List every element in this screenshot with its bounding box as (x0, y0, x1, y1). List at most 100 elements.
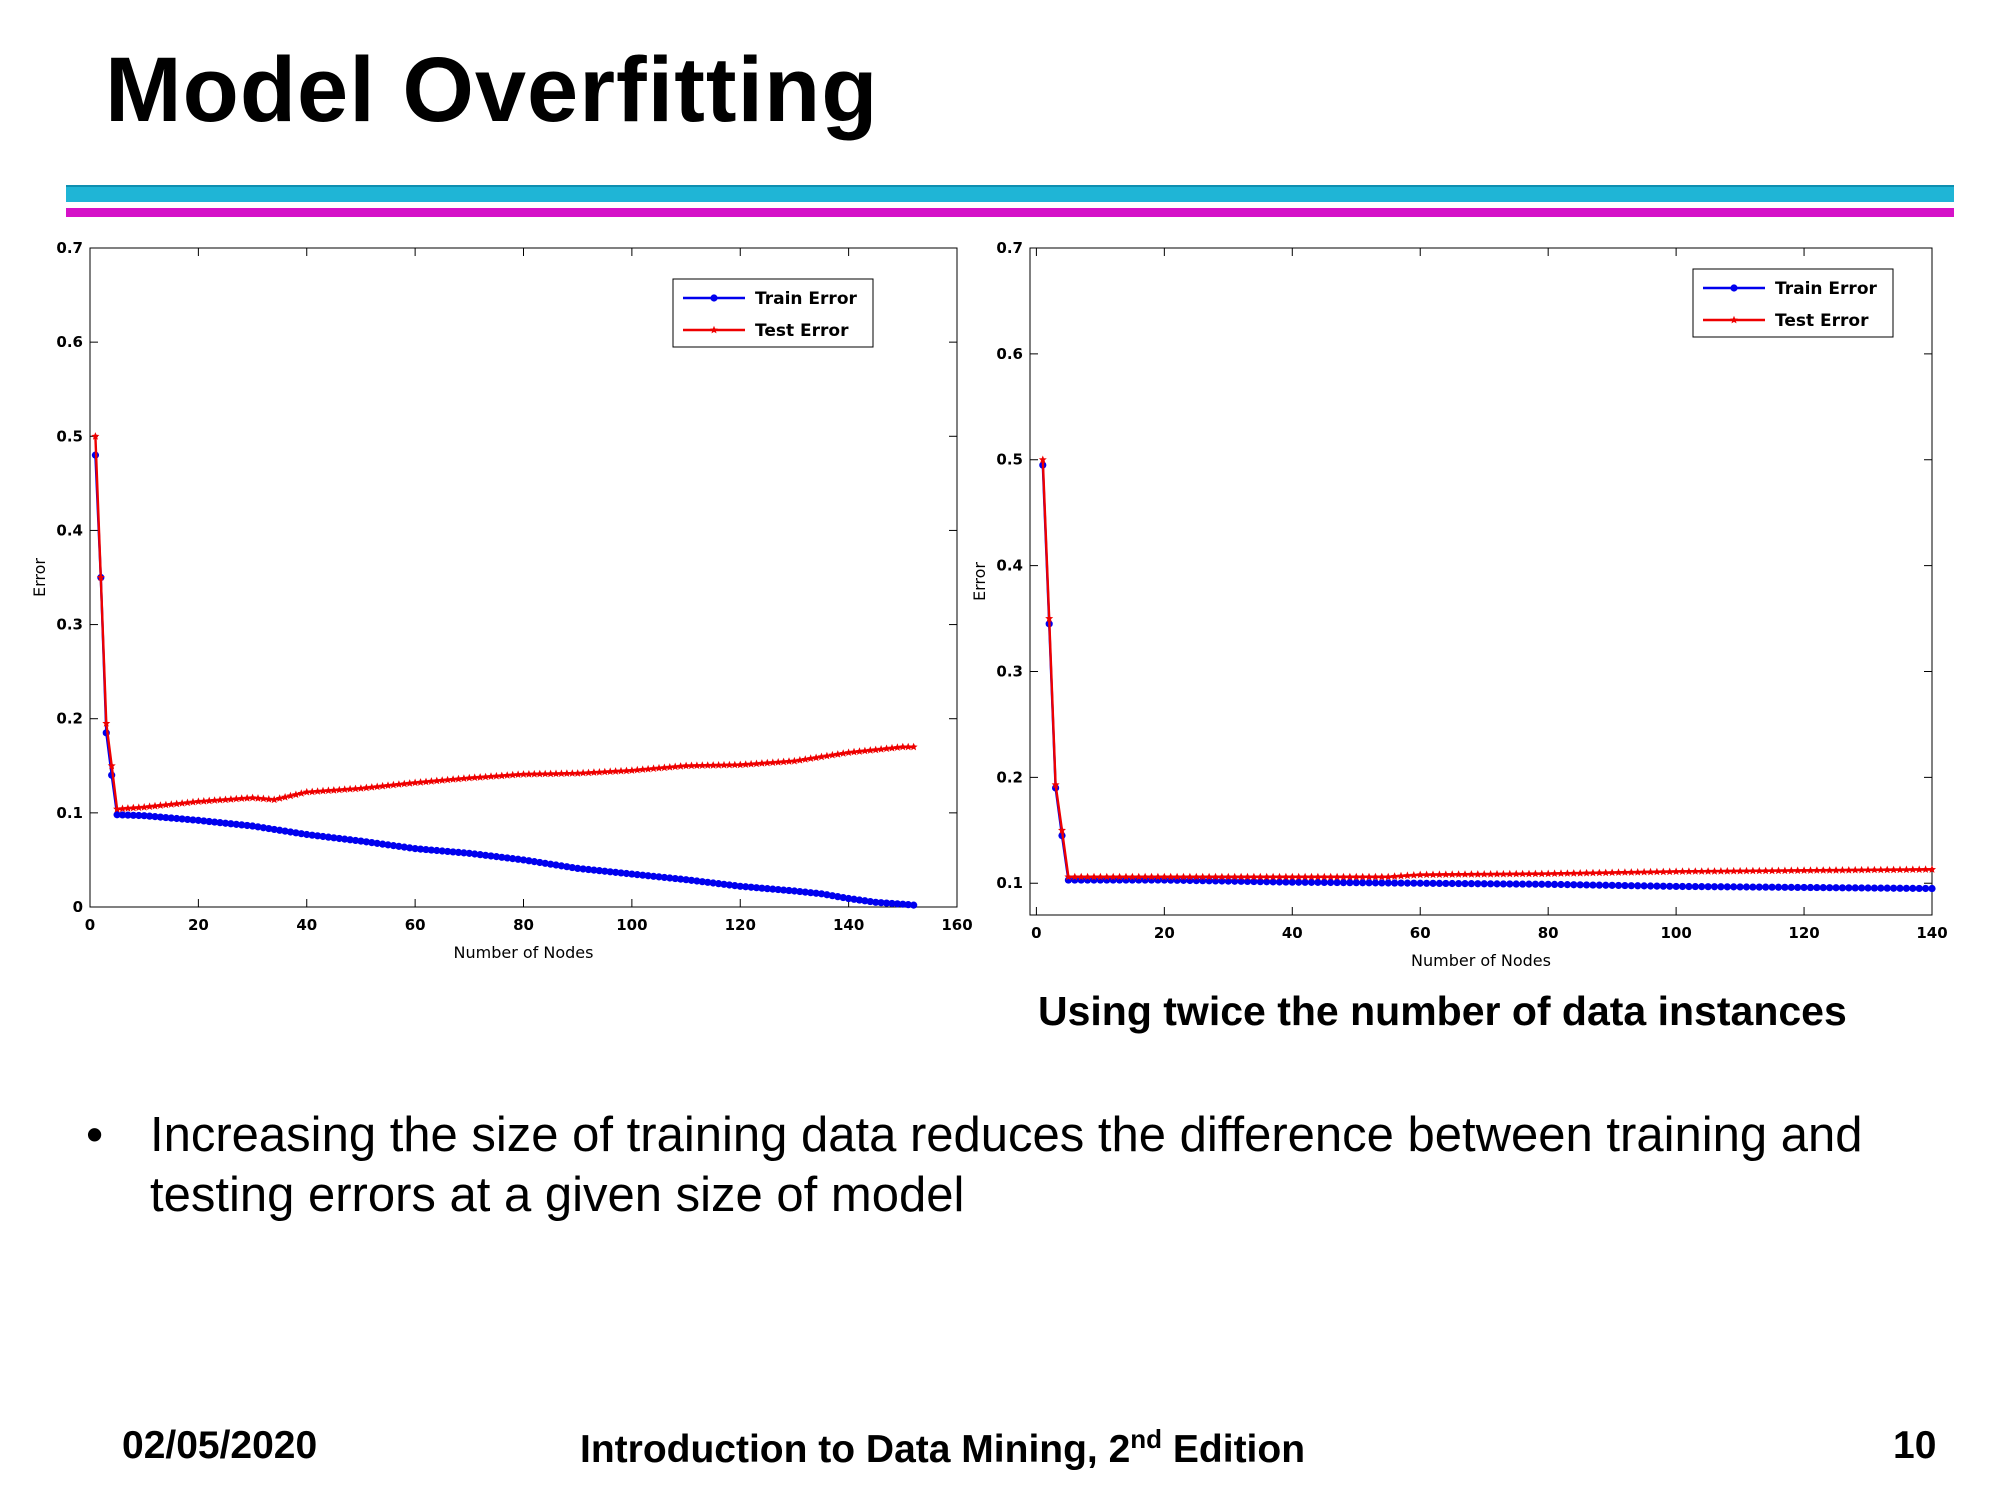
chart-right-series-test-marker (1595, 868, 1604, 877)
chart-left-series-test-marker (855, 747, 864, 755)
chart-left-x-tick-label: 40 (296, 916, 317, 934)
chart-left-series-test-marker (470, 773, 479, 781)
chart-left-series-test-marker (454, 774, 463, 783)
chart-right-x-axis-label: Number of Nodes (1411, 951, 1551, 970)
chart-right-series-test-marker (1857, 865, 1866, 874)
chart-right-series-train-marker (1858, 884, 1866, 892)
chart-right-series-test-marker (1096, 872, 1105, 881)
chart-left-series-train-marker (910, 901, 918, 909)
chart-left-series-test-marker (801, 755, 810, 763)
chart-right-series-test-marker (1557, 869, 1565, 877)
chart-left-series-test-marker (860, 746, 869, 755)
bullet-text: Increasing the size of training data red… (150, 1108, 1863, 1222)
chart-right-series-train-marker (1243, 877, 1252, 886)
chart-left-series-test-marker (660, 763, 669, 772)
chart-left-series-test-marker (487, 772, 495, 780)
chart-left-series-train-marker (324, 833, 333, 841)
chart-left-series-test-marker (329, 786, 338, 794)
chart-right-series-train-marker (1710, 883, 1719, 891)
chart-left-series-test-marker (503, 771, 512, 779)
chart-right-series-test-marker (1416, 870, 1425, 879)
chart-left-y-tick-label: 0.6 (56, 333, 83, 351)
chart-right-series-train-marker (1448, 879, 1456, 888)
chart-left-series-train-marker (341, 835, 349, 843)
chart-right-y-tick-label: 0.7 (996, 239, 1023, 257)
chart-left-series-train-marker (254, 823, 262, 831)
chart-right-series-test-marker (1864, 865, 1872, 874)
chart-right-series-train-marker (1275, 878, 1284, 886)
chart-left-series-train-marker (606, 868, 614, 876)
chart-left-series-train-marker (845, 894, 853, 903)
chart-right-series-train-marker (1263, 878, 1271, 886)
chart-right-series-test-marker (1921, 865, 1930, 873)
chart-left-series-test-marker (665, 763, 674, 771)
chart-right-series-train-marker (1589, 881, 1597, 889)
chart-left-series-test-marker (324, 786, 333, 794)
chart-left-series-train-marker (492, 853, 501, 861)
chart-left-series-test-marker (736, 760, 745, 769)
chart-right-series-test-marker (1531, 869, 1540, 878)
chart-left-series-test-marker (752, 759, 761, 768)
chart-left-series-train-marker (671, 874, 679, 883)
chart-left-series-test-marker (373, 782, 382, 791)
chart-right-series-train-marker (1499, 880, 1507, 888)
chart-left-series-test-marker (335, 785, 344, 794)
chart-right-series-test-marker (1908, 865, 1917, 873)
chart-right-series-test-marker (1729, 866, 1738, 875)
chart-right-series-test-marker (1480, 870, 1489, 878)
chart-left-series-test-marker (573, 769, 582, 777)
chart-right-series-test-marker (1083, 872, 1092, 881)
chart-right-series-train-marker (1653, 882, 1661, 890)
chart-left-series-test-marker (877, 745, 886, 753)
chart-left-series-test-marker (866, 746, 875, 754)
chart-left-series-test-marker (535, 769, 544, 778)
chart-right-series-train-marker (1256, 878, 1264, 886)
chart-left-series-test-marker (118, 804, 127, 813)
chart-left-series-test-marker (134, 803, 143, 811)
chart-right-series-train-marker (1538, 880, 1546, 888)
chart-left-series-train-marker (487, 852, 495, 860)
chart-left-series-train-marker (281, 827, 289, 835)
chart-right-series-train-marker (1339, 879, 1348, 887)
bullet-dot: • (86, 1108, 104, 1162)
chart-right-series-test-marker (1429, 870, 1437, 879)
chart-left-series-test-marker (785, 757, 793, 765)
chart-right-series-test-marker (1870, 865, 1879, 874)
chart-right-series-train-marker (1544, 880, 1552, 888)
chart-right-series-test-marker (1608, 868, 1617, 876)
chart-right-series-test-marker (1787, 866, 1796, 874)
chart-right-legend-entry-test-label: Test Error (1775, 311, 1869, 331)
chart-right-series-test-marker (1205, 872, 1214, 881)
chart-left-series-train-marker (790, 887, 799, 895)
chart-left-series-train-marker (796, 887, 804, 896)
chart-left-series-test-marker (161, 800, 170, 809)
chart-left-series-test-marker (844, 748, 853, 756)
chart-left-series-test-marker (709, 761, 718, 769)
chart-left-series-train-marker (595, 867, 603, 875)
chart-right-series-train-marker (1634, 882, 1642, 890)
chart-right-series-train-marker (1691, 882, 1699, 891)
chart-right-series-train-marker (1333, 878, 1341, 887)
chart-right-series-train-marker (1582, 881, 1591, 889)
chart-left-series-test-marker (259, 794, 268, 803)
chart-right-series-test-marker (1090, 872, 1098, 881)
chart-left-series-test-marker (519, 770, 528, 778)
chart-right-series-test-marker (1441, 870, 1450, 878)
chart-left-series-train-marker (893, 900, 901, 908)
chart-left-series-train-marker (503, 854, 511, 862)
chart-right-series-test-marker (1461, 870, 1469, 878)
chart-right-legend-entry-test: Test Error (1703, 311, 1869, 331)
chart-right-series-test-marker (1249, 872, 1258, 881)
chart-left-series-train-marker (427, 846, 435, 854)
chart-left-series-test-marker (297, 789, 306, 797)
chart-right-series-test-marker (1819, 866, 1828, 874)
chart-left-series-train-marker (828, 892, 836, 900)
chart-right-series-test-marker (1256, 872, 1265, 881)
chart-left-series-test-marker (226, 795, 235, 803)
chart-left-series-train-marker (129, 811, 137, 819)
chart-right-series-train-marker (1640, 882, 1648, 890)
chart-right-series-train-marker (1851, 884, 1859, 892)
chart-left-series-test-marker (405, 779, 414, 787)
chart-right-series-test-marker (1217, 872, 1226, 881)
chart-left-series-test-marker (254, 794, 262, 802)
